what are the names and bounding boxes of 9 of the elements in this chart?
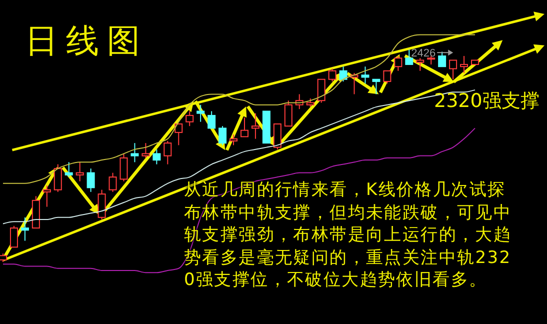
candlestick — [42, 185, 51, 208]
candlestick — [460, 55, 468, 74]
candlestick — [76, 162, 84, 182]
annotation: 2320强支撑 — [434, 90, 540, 112]
annotation: 2426 — [411, 48, 436, 60]
candlestick — [251, 112, 260, 140]
candlestick — [86, 168, 95, 192]
chart-title: 日线图 — [25, 21, 148, 60]
candlestick — [20, 216, 29, 242]
